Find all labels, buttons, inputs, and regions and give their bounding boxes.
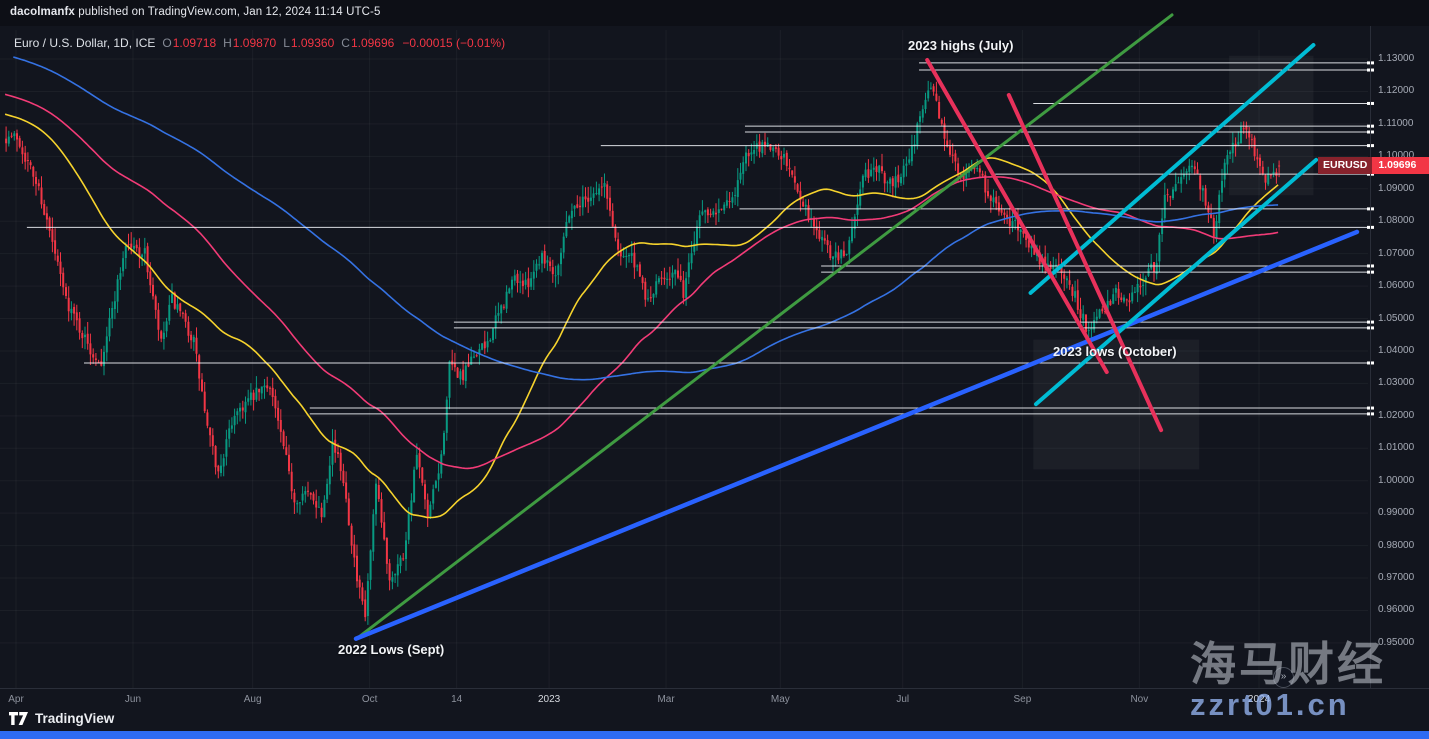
watermark-chinese: 海马财经	[1190, 638, 1386, 690]
annotation-2022-lows[interactable]: 2022 Lows (Sept)	[338, 642, 445, 657]
price-axis-label: 1.11000	[1378, 117, 1414, 129]
price-label-symbol: EURUSD	[1318, 157, 1373, 175]
time-axis-label: Sep	[1013, 694, 1032, 705]
price-axis-label: 1.05000	[1378, 312, 1415, 324]
price-axis-label: 1.04000	[1378, 344, 1415, 356]
time-axis-label: Apr	[8, 694, 24, 705]
price-axis[interactable]: 1.13000 1.12000 1.11000 1.10000 1.09000 1.080…	[1370, 26, 1429, 688]
attribution: dacolmanfx published on TradingView.com,…	[10, 6, 380, 18]
price-axis-label: 0.96000	[1378, 604, 1415, 616]
price-axis-label: 1.00000	[1378, 474, 1415, 486]
bottom-blue-bar	[0, 731, 1429, 739]
cyan-channel-lower[interactable]	[1034, 157, 1319, 407]
price-axis-label: 1.07000	[1378, 247, 1415, 259]
tradingview-wordmark: TradingView	[35, 711, 115, 726]
time-axis-label: Jun	[124, 694, 142, 705]
time-axis-label: Mar	[657, 694, 675, 705]
ohlc-values: O1.09718 H1.09870 L1.09360 C1.09696	[155, 36, 394, 50]
ma-line-50[interactable]	[4, 113, 1279, 519]
price-label-value: 1.09696	[1372, 157, 1429, 175]
price-axis-label: 1.13000	[1378, 53, 1415, 64]
cyan-channel-upper[interactable]	[1028, 43, 1316, 295]
tradingview-logo-icon	[9, 712, 28, 725]
price-axis-label: 1.10000	[1378, 150, 1415, 162]
attribution-text: published on TradingView.com, Jan 12, 20…	[74, 6, 381, 18]
ma-line-200[interactable]	[13, 56, 1279, 381]
price-axis-label: 1.09000	[1378, 182, 1415, 194]
watermark-url: zzrt01.cn	[1190, 687, 1350, 722]
time-axis-label: Jul	[896, 694, 910, 705]
go-to-realtime-icon: »	[1280, 671, 1287, 682]
blue-trendline[interactable]	[353, 229, 1360, 641]
time-axis-label: 2024	[1247, 694, 1271, 705]
time-axis-label: 14	[451, 694, 463, 705]
price-axis-label: 0.98000	[1378, 539, 1415, 551]
time-axis[interactable]: Apr Jun Aug Oct 14 2023 Mar May Jul Sep Nov 2024	[0, 688, 1429, 713]
ohlc-value: 1.09696	[350, 36, 395, 50]
price-axis-label: 1.02000	[1378, 409, 1415, 421]
price-axis-label: 1.06000	[1378, 280, 1415, 292]
price-axis-label: 0.95000	[1378, 636, 1415, 648]
price-axis-label: 1.01000	[1378, 442, 1415, 454]
green-trendline[interactable]	[357, 13, 1174, 639]
current-price-label: EURUSD 1.09696	[1318, 157, 1429, 175]
attribution-bar	[0, 0, 1429, 26]
highlight-box	[1033, 339, 1200, 470]
ohlc-value: 1.09360	[290, 36, 335, 50]
price-axis-label: 0.97000	[1378, 572, 1415, 584]
pink-channel-lower[interactable]	[1006, 93, 1164, 433]
time-axis-label: Nov	[1130, 694, 1149, 705]
price-axis-label: 0.99000	[1378, 507, 1415, 519]
annotation-2023-highs[interactable]: 2023 highs (July)	[908, 38, 1014, 53]
footer-logo[interactable]: TradingView	[8, 711, 114, 726]
symbol-header: Euro / U.S. Dollar, 1D, ICE O1.09718 H1.09…	[14, 36, 505, 50]
time-axis-label: Oct	[361, 694, 378, 705]
price-axis-label: 1.12000	[1378, 85, 1415, 97]
ohlc-value: 1.09718	[172, 36, 217, 50]
annotation-2023-lows[interactable]: 2023 lows (October)	[1053, 344, 1177, 359]
time-axis-label: 2023	[537, 694, 561, 705]
price-axis-label: 1.08000	[1378, 215, 1415, 227]
ohlc-letter: H	[223, 36, 232, 50]
attribution-username: dacolmanfx	[10, 6, 75, 18]
ma-line-100[interactable]	[4, 93, 1279, 470]
symbol-title[interactable]: Euro / U.S. Dollar, 1D, ICE	[14, 36, 156, 50]
ohlc-letter: O	[162, 36, 172, 50]
go-to-realtime-button[interactable]: »	[1273, 667, 1294, 688]
ohlc-letter: C	[341, 36, 350, 50]
pink-channel-upper[interactable]	[925, 57, 1109, 375]
time-axis-label: Aug	[243, 694, 262, 705]
price-axis-label: 1.03000	[1378, 377, 1415, 389]
ohlc-letter: L	[283, 36, 290, 50]
time-axis-label: May	[770, 694, 790, 705]
ohlc-value: 1.09870	[232, 36, 277, 50]
price-change: −0.00015 (−0.01%)	[402, 36, 506, 50]
